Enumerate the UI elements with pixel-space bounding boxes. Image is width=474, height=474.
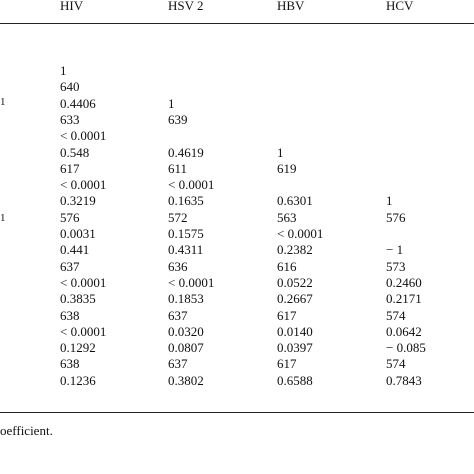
table-footnote: oefficient. bbox=[0, 423, 53, 438]
table-cell: 633 bbox=[60, 111, 80, 127]
table-cell: 0.3219 bbox=[60, 193, 96, 209]
table-cell: 0.1575 bbox=[168, 226, 204, 241]
table-cell: 637 bbox=[168, 307, 188, 323]
table-cell: 0.3802 bbox=[168, 372, 204, 388]
table-cell: 617 bbox=[60, 160, 80, 176]
table-cell: 572 bbox=[168, 209, 188, 225]
table-cell: 617 bbox=[277, 356, 297, 372]
table-cell: < 0.0001 bbox=[60, 274, 107, 290]
table-cell: 0.2667 bbox=[277, 291, 313, 307]
table-cell: − 0.085 bbox=[386, 340, 426, 356]
table-cell: 0.6588 bbox=[277, 372, 313, 388]
table-cell: 0.548 bbox=[60, 144, 90, 160]
table-cell: − 1 bbox=[386, 242, 404, 258]
table-cell: 0.1635 bbox=[168, 193, 204, 209]
table-cell: 0.0522 bbox=[277, 274, 313, 290]
bottom-rule bbox=[0, 412, 474, 413]
table-cell: 619 bbox=[277, 160, 297, 176]
header-hsv2: HSV 2 bbox=[168, 0, 204, 13]
table-cell: 1 bbox=[168, 95, 175, 111]
table-cell: 0.441 bbox=[60, 242, 90, 258]
table-cell: 1 bbox=[277, 144, 284, 160]
table-cell: 0.1292 bbox=[60, 340, 96, 356]
table-cell: 637 bbox=[60, 258, 80, 274]
table-cell: 1 bbox=[386, 193, 393, 209]
table-cell: 0.2382 bbox=[277, 242, 313, 258]
table-cell: 617 bbox=[277, 307, 297, 323]
table-cell: 0.2460 bbox=[386, 274, 422, 290]
table-cell: 640 bbox=[60, 79, 80, 95]
table-cell: < 0.0001 bbox=[60, 323, 107, 339]
table-cell: 0.3835 bbox=[60, 291, 96, 307]
table-cell: 0.4311 bbox=[168, 242, 204, 258]
table-cell: 637 bbox=[168, 356, 188, 372]
table-header: HIV HSV 2 HBV HCV bbox=[0, 0, 474, 20]
table-cell: 574 bbox=[386, 307, 406, 323]
table-cell: 576 bbox=[60, 209, 80, 225]
table-cell: 0.0807 bbox=[168, 340, 204, 356]
table-cell: < 0.0001 bbox=[60, 177, 107, 193]
header-hiv: HIV bbox=[60, 0, 84, 13]
table-cell: 636 bbox=[168, 258, 188, 274]
table-cell: 611 bbox=[168, 160, 188, 176]
table-cell: 0.0140 bbox=[277, 323, 313, 339]
header-hcv: HCV bbox=[386, 0, 414, 13]
table-cell: < 0.0001 bbox=[168, 274, 215, 290]
table-cell: 576 bbox=[386, 209, 406, 225]
table-cell: 0.2171 bbox=[386, 291, 422, 307]
table-cell: 0.4406 bbox=[60, 95, 96, 111]
table-cell: 616 bbox=[277, 258, 297, 274]
table-cell: 638 bbox=[60, 307, 80, 323]
table-cell: 639 bbox=[168, 111, 188, 127]
table-cell: 0.0642 bbox=[386, 323, 422, 339]
table-cell: < 0.0001 bbox=[168, 177, 215, 193]
table-cell: 638 bbox=[60, 356, 80, 372]
table-cell: 0.1853 bbox=[168, 291, 204, 307]
table-cell: 0.1236 bbox=[60, 372, 96, 388]
table-cell: 0.7843 bbox=[386, 372, 422, 388]
table-cell: 1 bbox=[60, 63, 67, 78]
row-mark: 1 bbox=[0, 212, 6, 224]
header-rule bbox=[0, 23, 474, 24]
table-cell: 0.0031 bbox=[60, 226, 96, 241]
table-cell: 0.6301 bbox=[277, 193, 313, 209]
table-cell: 574 bbox=[386, 356, 406, 372]
table-cell: 0.0397 bbox=[277, 340, 313, 356]
table-cell: < 0.0001 bbox=[277, 226, 324, 241]
table-cell: 563 bbox=[277, 209, 297, 225]
header-hbv: HBV bbox=[277, 0, 305, 13]
table-cell: 0.4619 bbox=[168, 144, 204, 160]
table-cell: 573 bbox=[386, 258, 406, 274]
row-mark: 1 bbox=[0, 96, 6, 108]
table-cell: 0.0320 bbox=[168, 323, 204, 339]
table-cell: < 0.0001 bbox=[60, 128, 107, 144]
